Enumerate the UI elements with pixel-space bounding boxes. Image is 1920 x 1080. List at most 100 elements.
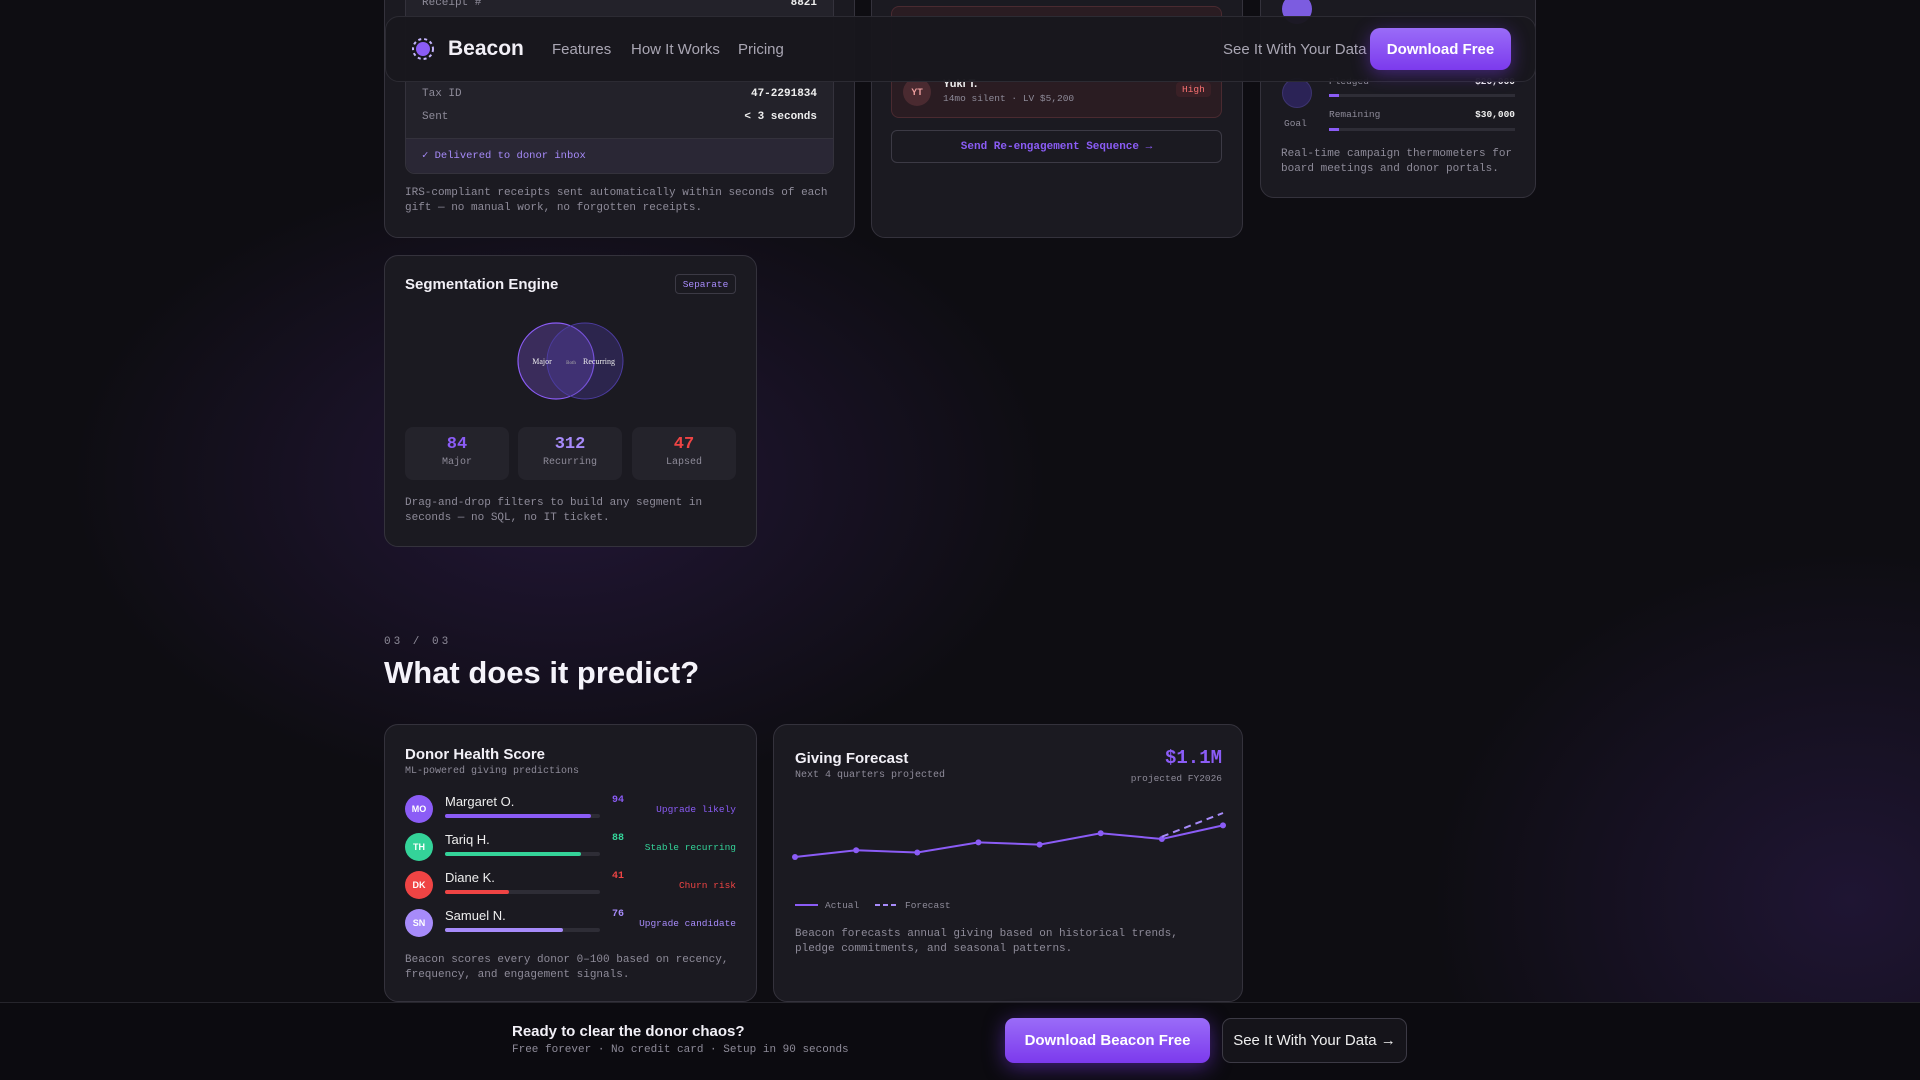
download-button[interactable]: Download Free xyxy=(1370,28,1511,70)
cta-bar xyxy=(0,1002,1920,1080)
stat-value: 312 xyxy=(554,435,586,454)
goal-label: Goal xyxy=(1284,118,1307,129)
score: 88 xyxy=(611,833,624,844)
point xyxy=(1097,830,1104,837)
score-track xyxy=(445,890,600,894)
label: Receipt # xyxy=(422,0,482,9)
nav-link[interactable]: Pricing xyxy=(738,41,784,58)
description: Beacon forecasts annual giving based on … xyxy=(795,928,1178,955)
section-heading: What does it predict? xyxy=(384,655,700,690)
thermometer-bulb xyxy=(1282,78,1312,108)
card-subtitle: Next 4 quarters projected xyxy=(795,770,946,781)
stat-value: 47 xyxy=(673,435,695,454)
avatar: TH xyxy=(405,833,433,861)
score-bar xyxy=(445,890,509,894)
primary-button[interactable]: Download Beacon Free xyxy=(1005,1018,1210,1063)
avatar: MO xyxy=(405,795,433,823)
point xyxy=(1220,822,1226,829)
forecast-card xyxy=(773,724,1243,1002)
value: $30,000 xyxy=(1475,109,1515,120)
value: 8821 xyxy=(790,0,817,9)
legend-label: Forecast xyxy=(905,900,951,911)
series-line xyxy=(794,824,1224,858)
score: 94 xyxy=(611,795,624,806)
receipt-row: Tax ID 47-2291834 xyxy=(422,88,817,100)
receipt-row: Sent < 3 seconds xyxy=(422,111,817,123)
navbar xyxy=(385,16,1536,82)
sequence-button[interactable]: Send Re-engagement Sequence → xyxy=(891,130,1222,163)
description: IRS-compliant receipts sent automaticall… xyxy=(405,187,828,214)
brand[interactable]: Beacon xyxy=(448,37,524,60)
receipt-row: Receipt # 8821 xyxy=(422,0,817,9)
donor-row: TH Tariq H. 88 Stable recurring xyxy=(405,831,736,863)
stat-label: Lapsed xyxy=(665,457,702,468)
donor-row: DK Diane K. 41 Churn risk xyxy=(405,869,736,901)
donor-info: Tariq H. xyxy=(445,832,600,862)
forecast-note: projected FY2026 xyxy=(1130,773,1222,784)
secondary-button[interactable]: See It With Your Data → xyxy=(1222,1018,1407,1063)
stat: 84 Major xyxy=(405,427,509,480)
card-title: Segmentation Engine xyxy=(405,276,559,293)
card-subtitle: ML-powered giving predictions xyxy=(405,766,580,777)
health-card xyxy=(384,724,757,1002)
progress xyxy=(1329,94,1339,97)
venn: Major Both Recurring xyxy=(517,322,624,400)
donor-info: Diane K. xyxy=(445,870,600,900)
nav-link[interactable]: Features xyxy=(552,41,612,58)
donor-info: Margaret O. xyxy=(445,794,600,824)
donor-name: Samuel N. xyxy=(445,908,506,923)
score-track xyxy=(445,814,600,818)
venn-label: Both xyxy=(566,361,576,366)
score-track xyxy=(445,928,600,932)
point xyxy=(1158,835,1165,842)
score: 76 xyxy=(611,909,624,920)
progress xyxy=(1329,128,1339,131)
series-line xyxy=(1161,812,1224,838)
point xyxy=(975,839,982,846)
value: 47-2291834 xyxy=(750,88,817,100)
risk-badge: High xyxy=(1176,82,1211,97)
nav-link[interactable]: How It Works xyxy=(631,41,720,58)
delivery-status: ✓ Delivered to donor inbox xyxy=(422,150,586,162)
campaign-row: Remaining $30,000 xyxy=(1329,109,1515,120)
label: Tax ID xyxy=(422,88,462,100)
donor-name: Margaret O. xyxy=(445,794,515,809)
track xyxy=(1329,94,1515,97)
status: Upgrade candidate xyxy=(639,917,736,929)
status: Stable recurring xyxy=(644,841,736,853)
score-bar xyxy=(445,928,563,932)
avatar: SN xyxy=(405,909,433,937)
avatar: DK xyxy=(405,871,433,899)
point xyxy=(1036,841,1043,848)
stat-label: Recurring xyxy=(542,457,597,468)
track xyxy=(1329,128,1515,131)
status: Upgrade likely xyxy=(656,803,736,815)
donor-row: MO Margaret O. 94 Upgrade likely xyxy=(405,793,736,825)
status: Churn risk xyxy=(678,879,736,891)
nav-link[interactable]: See It With Your Data xyxy=(1223,41,1367,58)
stat-value: 84 xyxy=(446,435,468,454)
stat: 312 Recurring xyxy=(518,427,622,480)
venn-label: Recurring xyxy=(583,357,615,366)
status-strip xyxy=(406,138,833,173)
point xyxy=(853,847,860,854)
card-title: Giving Forecast xyxy=(795,750,909,767)
score-track xyxy=(445,852,600,856)
donor-info: Samuel N. xyxy=(445,908,600,938)
section-step: 03 / 03 xyxy=(384,636,452,648)
description: Drag-and-drop filters to build any segme… xyxy=(405,497,703,524)
stat: 47 Lapsed xyxy=(632,427,736,480)
description: Real-time campaign thermometers for boar… xyxy=(1281,148,1513,175)
score-bar xyxy=(445,814,591,818)
legend-label: Actual xyxy=(825,900,860,911)
point xyxy=(914,849,921,856)
point xyxy=(792,854,798,860)
label: Remaining xyxy=(1329,109,1381,120)
score: 41 xyxy=(611,871,624,882)
segmentation-card xyxy=(384,255,757,547)
forecast-chart: Actual Forecast xyxy=(792,812,1226,911)
badge[interactable]: Separate xyxy=(675,274,736,294)
cta-subtitle: Free forever · No credit card · Setup in… xyxy=(512,1044,849,1056)
avatar: YT xyxy=(903,78,931,106)
